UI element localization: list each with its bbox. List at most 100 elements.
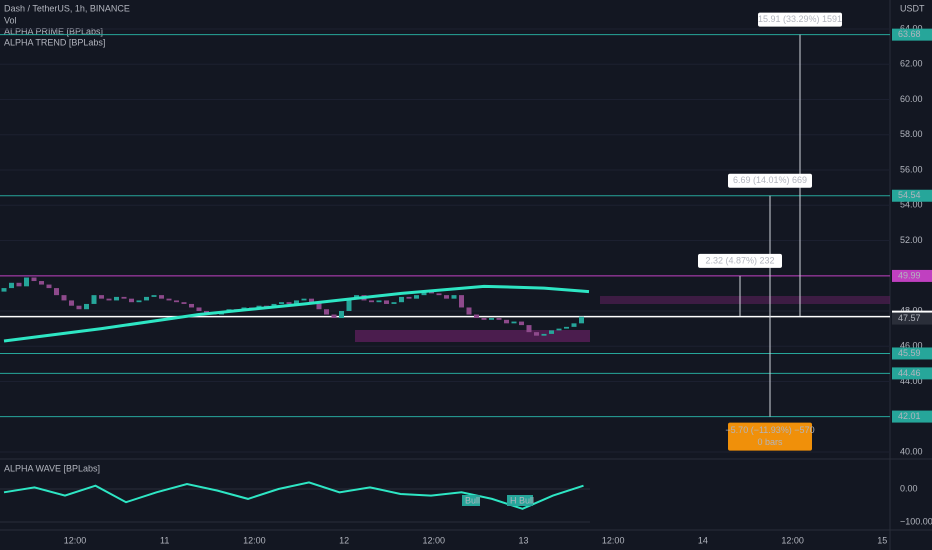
candle-body bbox=[391, 302, 397, 304]
candle-body bbox=[24, 277, 29, 287]
candle-body bbox=[466, 307, 472, 315]
level-label-bg bbox=[892, 269, 932, 282]
level-label: 49.99 bbox=[898, 270, 921, 280]
wave-tag-label: H Bull bbox=[510, 495, 534, 505]
candle-body bbox=[549, 330, 554, 334]
zone bbox=[600, 296, 890, 304]
wave-title: ALPHA WAVE [BPLabs] bbox=[4, 463, 100, 473]
candle-body bbox=[436, 293, 442, 296]
candle-body bbox=[474, 314, 479, 319]
candle-body bbox=[16, 282, 22, 287]
candle-body bbox=[496, 318, 502, 320]
candle-body bbox=[196, 307, 202, 311]
candle-body bbox=[279, 302, 284, 304]
candle-body bbox=[121, 296, 127, 299]
candle-body bbox=[76, 305, 82, 310]
candle-body bbox=[181, 302, 187, 304]
candle-body bbox=[504, 319, 509, 324]
y-tick-label: 44.00 bbox=[900, 376, 923, 386]
y-tick-label: 52.00 bbox=[900, 235, 923, 245]
candle-body bbox=[346, 298, 352, 311]
level-label-bg bbox=[892, 312, 932, 325]
candle-body bbox=[481, 318, 487, 320]
candle-body bbox=[84, 303, 89, 310]
indicator: ALPHA PRIME [BPLabs] bbox=[4, 26, 103, 36]
candle-body bbox=[451, 295, 457, 299]
loss-box bbox=[728, 422, 812, 451]
wave-tag-label: Bull bbox=[465, 495, 480, 505]
y-tick-label: 46.00 bbox=[900, 341, 923, 351]
candle-body bbox=[309, 298, 314, 303]
candle-body bbox=[286, 302, 292, 304]
candle-body bbox=[31, 277, 37, 282]
level-label-bg bbox=[892, 28, 932, 41]
candle-body bbox=[166, 298, 172, 301]
candle-body bbox=[511, 321, 517, 324]
candle-body bbox=[571, 323, 577, 327]
candle-body bbox=[114, 296, 119, 301]
level-label: 42.01 bbox=[898, 411, 921, 421]
candle-body bbox=[316, 302, 322, 310]
candle-body bbox=[579, 316, 584, 324]
candle-body bbox=[556, 328, 562, 331]
measure-box bbox=[758, 12, 842, 27]
candle-body bbox=[541, 333, 547, 336]
candle-body bbox=[384, 300, 389, 304]
y-tick-label: 58.00 bbox=[900, 129, 923, 139]
candle-body bbox=[399, 296, 404, 303]
wave-tag bbox=[462, 495, 480, 506]
candle-body bbox=[301, 298, 307, 301]
candle-body bbox=[331, 314, 337, 319]
level-label: 54.54 bbox=[898, 190, 921, 200]
x-tick-label: 12:00 bbox=[602, 535, 625, 545]
candle-body bbox=[339, 311, 344, 319]
zone bbox=[355, 330, 590, 342]
candle-body bbox=[61, 295, 67, 301]
wave-tick-label: −100.00 bbox=[900, 516, 932, 526]
candle-body bbox=[39, 281, 44, 285]
x-tick-label: 12:00 bbox=[781, 535, 804, 545]
candle-body bbox=[444, 295, 449, 299]
candle-body bbox=[564, 326, 569, 329]
candle-body bbox=[9, 282, 14, 289]
level-label: 45.59 bbox=[898, 348, 921, 358]
candle-body bbox=[69, 300, 74, 306]
candle-body bbox=[54, 288, 59, 296]
y-tick-label: 40.00 bbox=[900, 446, 923, 456]
candle-body bbox=[421, 291, 427, 296]
y-tick-label: 56.00 bbox=[900, 164, 923, 174]
y-tick-label: 48.00 bbox=[900, 305, 923, 315]
candle-body bbox=[144, 296, 149, 301]
level-label-bg bbox=[892, 189, 932, 202]
y-tick-label: 64.00 bbox=[900, 23, 923, 33]
trend-line bbox=[3, 284, 590, 343]
x-tick-label: 12:00 bbox=[243, 535, 266, 545]
level-label-bg bbox=[892, 347, 932, 360]
level-label: 63.68 bbox=[898, 29, 921, 39]
candle-body bbox=[526, 325, 532, 333]
x-tick-label: 15 bbox=[877, 535, 887, 545]
candle-body bbox=[414, 295, 419, 299]
candle-body bbox=[106, 298, 112, 301]
candle-body bbox=[369, 300, 374, 303]
measure-label: 2.32 (4.87%) 232 bbox=[705, 255, 774, 265]
loss-bars: 0 bars bbox=[757, 437, 783, 447]
candle-body bbox=[406, 296, 412, 299]
measure-label: 15.91 (33.29%) 1591 bbox=[758, 14, 842, 24]
candle-body bbox=[324, 309, 329, 315]
wave-tag bbox=[507, 495, 533, 506]
indicator: Vol bbox=[4, 15, 17, 25]
candle-body bbox=[99, 295, 104, 299]
currency: USDT bbox=[900, 3, 925, 13]
candle-body bbox=[159, 295, 164, 299]
x-tick-label: 12 bbox=[339, 535, 349, 545]
y-tick-label: 54.00 bbox=[900, 200, 923, 210]
candle-body bbox=[376, 300, 382, 303]
candle-body bbox=[129, 298, 134, 303]
x-tick-label: 11 bbox=[160, 535, 169, 545]
x-tick-label: 12:00 bbox=[423, 535, 446, 545]
candle-body bbox=[189, 303, 194, 308]
indicator: ALPHA TREND [BPLabs] bbox=[4, 37, 105, 47]
